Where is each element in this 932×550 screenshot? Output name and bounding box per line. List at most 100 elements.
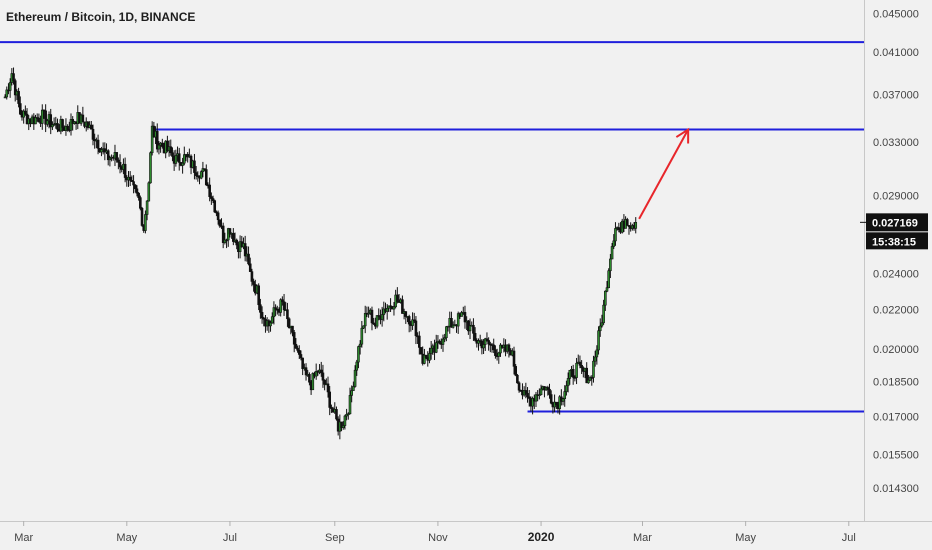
candle-body bbox=[286, 309, 289, 320]
candle-body bbox=[274, 307, 277, 310]
price-tick-label: 0.033000 bbox=[873, 137, 919, 149]
candle-body bbox=[385, 307, 389, 312]
candle-body bbox=[155, 130, 159, 150]
candle-body bbox=[538, 394, 541, 397]
candle-body bbox=[299, 354, 303, 359]
candle-body bbox=[571, 369, 575, 378]
candle-body bbox=[549, 394, 553, 404]
candle-body bbox=[527, 396, 531, 399]
time-tick-label: Nov bbox=[428, 532, 448, 544]
candle-body bbox=[216, 212, 220, 221]
candle-body bbox=[204, 169, 208, 186]
candle-body bbox=[51, 124, 54, 128]
candle-body bbox=[225, 239, 228, 242]
candle-body bbox=[171, 152, 174, 157]
candle-body bbox=[588, 377, 592, 381]
candle-body bbox=[181, 162, 184, 166]
candle-body bbox=[460, 312, 463, 317]
candle-body bbox=[362, 325, 365, 329]
candle-body bbox=[118, 162, 122, 168]
candle-body bbox=[468, 325, 472, 332]
candle-body bbox=[360, 327, 364, 345]
candle-body bbox=[133, 184, 137, 190]
candle-body bbox=[392, 306, 396, 310]
price-axis[interactable]: 0.045000 0.041000 0.037000 0.033000 0.029000… bbox=[873, 9, 919, 495]
candle-body bbox=[135, 188, 139, 194]
candle-body bbox=[208, 184, 211, 197]
candle-body bbox=[451, 324, 455, 328]
candle-body bbox=[507, 344, 511, 351]
candle-series[interactable] bbox=[3, 67, 638, 440]
candle-body bbox=[352, 386, 355, 391]
candle-body bbox=[46, 120, 49, 125]
candle-body bbox=[424, 354, 428, 358]
candle-body bbox=[568, 369, 572, 379]
price-tick-label: 0.045000 bbox=[873, 9, 919, 21]
candle-body bbox=[252, 281, 255, 285]
candle-body bbox=[418, 335, 421, 348]
price-tick-label: 0.041000 bbox=[873, 47, 919, 59]
candle-body bbox=[308, 374, 311, 383]
candle-body bbox=[614, 228, 617, 242]
candle-body bbox=[610, 246, 614, 260]
candle-body bbox=[66, 125, 69, 130]
candle-body bbox=[169, 146, 173, 154]
candle-body bbox=[248, 263, 252, 272]
candle-body bbox=[304, 367, 308, 376]
candle-body bbox=[69, 119, 73, 131]
candle-body bbox=[445, 326, 448, 339]
candle-body bbox=[524, 390, 528, 394]
time-tick-label: May bbox=[735, 532, 756, 544]
candle-body bbox=[539, 388, 543, 396]
candle-body bbox=[578, 361, 582, 366]
candle-body bbox=[514, 366, 517, 376]
candle-body bbox=[106, 150, 110, 161]
candle-body bbox=[174, 155, 178, 164]
candle-body bbox=[311, 373, 315, 391]
candle-body bbox=[61, 119, 64, 128]
candle-body bbox=[380, 314, 384, 320]
time-tick-label: May bbox=[116, 532, 137, 544]
chart-title: Ethereum / Bitcoin, 1D, BINANCE bbox=[6, 10, 195, 24]
plot-area[interactable] bbox=[0, 41, 864, 440]
candle-body bbox=[585, 367, 589, 384]
candle-body bbox=[605, 287, 609, 292]
candle-body bbox=[526, 393, 529, 398]
candle-body bbox=[463, 312, 467, 323]
candle-body bbox=[108, 157, 112, 161]
candle-body bbox=[259, 304, 262, 313]
candle-body bbox=[563, 391, 567, 399]
candle-body bbox=[565, 385, 568, 392]
time-tick-label: Sep bbox=[325, 532, 345, 544]
candle-body bbox=[423, 354, 426, 364]
candle-body bbox=[482, 344, 485, 349]
candle-body bbox=[232, 233, 235, 242]
candle-body bbox=[357, 346, 360, 363]
candle-body bbox=[534, 394, 538, 402]
candle-body bbox=[115, 152, 118, 161]
candle-body bbox=[221, 225, 225, 243]
price-tick-label: 0.014300 bbox=[873, 483, 919, 495]
candle-body bbox=[531, 398, 534, 407]
candle-body bbox=[363, 313, 367, 327]
countdown-badge bbox=[866, 232, 928, 250]
candle-body bbox=[554, 401, 558, 406]
countdown-label: 15:38:15 bbox=[872, 236, 916, 248]
candle-body bbox=[485, 338, 489, 341]
candle-body bbox=[625, 219, 629, 226]
candle-body bbox=[414, 320, 418, 337]
candle-body bbox=[477, 340, 480, 344]
candle-body bbox=[301, 357, 304, 369]
price-tick-label: 0.022000 bbox=[873, 305, 919, 317]
candle-body bbox=[211, 198, 215, 201]
candle-body bbox=[201, 168, 205, 173]
candle-body bbox=[34, 117, 37, 125]
annotation-arrow-line[interactable] bbox=[638, 129, 690, 220]
time-axis[interactable]: Mar May Jul Sep Nov 2020 Mar May Jul bbox=[14, 521, 856, 544]
candle-body bbox=[91, 128, 95, 140]
candle-body bbox=[517, 382, 521, 391]
annotation-arrow-head[interactable] bbox=[675, 127, 690, 144]
candle-body bbox=[17, 91, 20, 104]
candle-body bbox=[441, 338, 445, 345]
